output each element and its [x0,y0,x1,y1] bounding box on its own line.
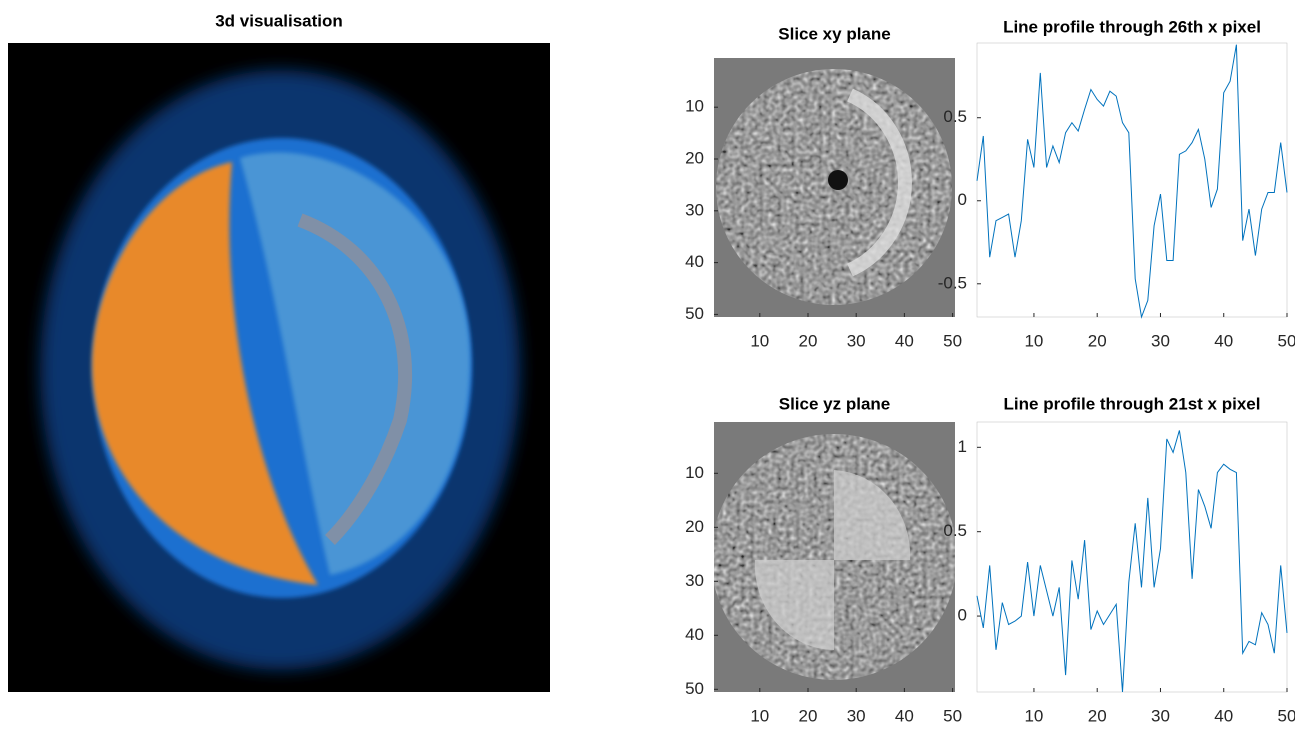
y-tick-label: 40 [685,252,704,271]
x-tick-label: 10 [1024,331,1043,350]
slice-yz-image [714,422,955,692]
x-tick-label: 20 [1088,331,1107,350]
x-tick-label: 40 [895,706,914,725]
x-tick-label: 40 [1214,706,1233,725]
slice-xy-image [714,58,955,317]
x-tick-label: 50 [943,706,962,725]
profile-line [976,430,1288,693]
y-tick-label: -0.5 [938,273,967,292]
x-tick-label: 20 [1088,706,1107,725]
y-tick-label: 10 [685,463,704,482]
x-tick-label: 50 [1278,331,1295,350]
y-tick-label: 30 [685,200,704,219]
x-tick-label: 40 [895,331,914,350]
y-tick-label: 40 [685,625,704,644]
y-tick-label: 0.5 [943,107,967,126]
chart-title: Line profile through 26th x pixel [1003,17,1261,36]
chart-title: 3d visualisation [215,11,343,30]
volume-render [8,43,550,692]
chart-title: Line profile through 21st x pixel [1004,394,1261,413]
axes-box [976,421,1288,693]
x-tick-label: 50 [1278,706,1295,725]
y-tick-label: 50 [685,304,704,323]
x-tick-label: 30 [847,331,866,350]
x-tick-label: 10 [750,706,769,725]
x-tick-label: 30 [1151,706,1170,725]
y-tick-label: 0 [958,606,967,625]
x-tick-label: 40 [1214,331,1233,350]
y-tick-label: 50 [685,679,704,698]
x-tick-label: 10 [1024,706,1043,725]
y-tick-label: 0.5 [943,521,967,540]
y-tick-label: 1 [958,437,967,456]
x-tick-label: 30 [847,706,866,725]
x-tick-label: 50 [943,331,962,350]
x-tick-label: 10 [750,331,769,350]
y-tick-label: 0 [958,190,967,209]
chart-title: Slice xy plane [778,24,890,43]
y-tick-label: 30 [685,571,704,590]
x-tick-label: 30 [1151,331,1170,350]
profile-line [976,44,1288,319]
y-tick-label: 20 [685,517,704,536]
x-tick-label: 20 [799,706,818,725]
y-tick-label: 20 [685,148,704,167]
chart-title: Slice yz plane [779,394,891,413]
x-tick-label: 20 [799,331,818,350]
y-tick-label: 10 [685,97,704,116]
